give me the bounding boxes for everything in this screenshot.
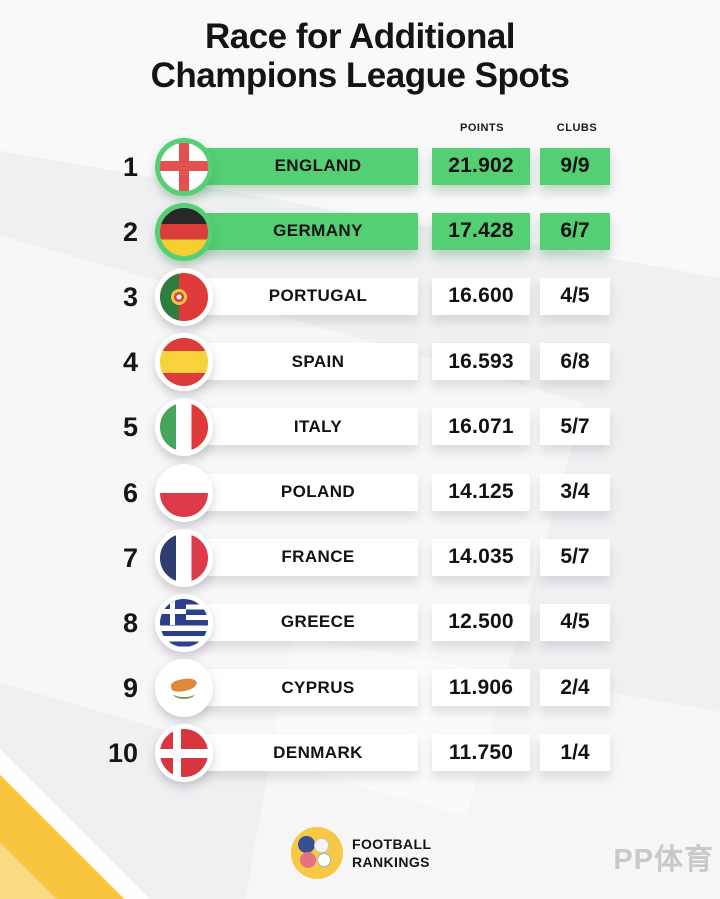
table-row: 1 ENGLAND 21.902 9/9 bbox=[0, 137, 720, 196]
rank-label: 1 bbox=[122, 151, 138, 182]
points-column-header: POINTS bbox=[460, 122, 504, 134]
country-flag-icon bbox=[155, 267, 213, 326]
points-value-box: 17.428 bbox=[432, 212, 530, 250]
table-row: 2 GERMANY 17.428 6/7 bbox=[0, 202, 720, 261]
table-row: 10 DENMARK 11.750 1/4 bbox=[0, 724, 720, 783]
clubs-value: 9/9 bbox=[560, 154, 590, 177]
country-label: POLAND bbox=[280, 482, 356, 501]
football-icon bbox=[298, 836, 315, 853]
logo-text-line1: FOOTBALL bbox=[352, 836, 432, 852]
points-value: 11.750 bbox=[448, 740, 514, 764]
clubs-value-box: 5/7 bbox=[540, 538, 610, 576]
football-icon bbox=[314, 838, 329, 853]
points-value: 16.600 bbox=[448, 284, 514, 308]
rank-label: 8 bbox=[122, 607, 138, 638]
clubs-value-box: 1/4 bbox=[540, 734, 610, 772]
rank-label: 10 bbox=[107, 738, 138, 769]
rank-label: 2 bbox=[122, 216, 138, 247]
points-value-box: 11.906 bbox=[432, 669, 530, 707]
country-flag-icon bbox=[155, 593, 213, 652]
clubs-value: 4/5 bbox=[560, 610, 590, 634]
points-value: 17.428 bbox=[448, 219, 514, 243]
rank-label: 7 bbox=[122, 542, 138, 573]
country-label: SPAIN bbox=[291, 351, 345, 371]
country-flag-icon bbox=[155, 333, 213, 392]
table-row: 6 POLAND 14.125 3/4 bbox=[0, 463, 720, 522]
logo-text-line2: RANKINGS bbox=[352, 854, 430, 870]
table-row: 9 CYPRUS 11.906 2/4 bbox=[0, 659, 720, 718]
points-value: 21.902 bbox=[448, 154, 514, 177]
country-flag-icon bbox=[155, 137, 213, 196]
points-value: 16.071 bbox=[448, 414, 514, 438]
points-value-box: 16.071 bbox=[432, 408, 530, 446]
rank-label: 4 bbox=[122, 347, 138, 378]
country-label: ENGLAND bbox=[274, 156, 362, 175]
points-value-box: 14.125 bbox=[432, 473, 530, 511]
clubs-value: 5/7 bbox=[560, 545, 590, 569]
football-icon bbox=[300, 852, 316, 868]
country-flag-icon bbox=[155, 659, 213, 718]
clubs-value: 3/4 bbox=[560, 480, 590, 503]
country-flag-icon bbox=[155, 724, 213, 783]
points-value-box: 11.750 bbox=[432, 734, 530, 772]
table-row: 8 GREECE 12.500 4/5 bbox=[0, 593, 720, 652]
country-flag-icon bbox=[155, 202, 213, 261]
points-value: 14.125 bbox=[448, 480, 514, 503]
football-rankings-logo-text: FOOTBALL RANKINGS bbox=[352, 835, 431, 871]
table-row: 5 ITALY 16.071 5/7 bbox=[0, 398, 720, 457]
country-label: FRANCE bbox=[281, 547, 355, 567]
clubs-value-box: 5/7 bbox=[540, 408, 610, 446]
clubs-value-box: 9/9 bbox=[540, 147, 610, 185]
country-label: CYPRUS bbox=[281, 677, 355, 697]
points-value: 14.035 bbox=[448, 545, 514, 569]
clubs-value: 2/4 bbox=[560, 675, 590, 699]
clubs-value: 4/5 bbox=[560, 284, 590, 308]
football-rankings-logo-icon bbox=[291, 827, 343, 879]
country-label: GREECE bbox=[280, 612, 356, 632]
clubs-value-box: 6/7 bbox=[540, 212, 610, 250]
points-value-box: 16.593 bbox=[432, 343, 530, 381]
rank-label: 9 bbox=[122, 673, 138, 704]
clubs-value: 1/4 bbox=[560, 740, 590, 764]
points-value-box: 12.500 bbox=[432, 603, 530, 641]
points-value: 11.906 bbox=[448, 675, 514, 699]
points-value: 16.593 bbox=[448, 349, 514, 373]
clubs-value: 6/7 bbox=[560, 219, 590, 243]
page-title: Race for Additional Champions League Spo… bbox=[150, 17, 570, 95]
clubs-value-box: 4/5 bbox=[540, 603, 610, 641]
clubs-value: 6/8 bbox=[560, 349, 590, 373]
country-label: GERMANY bbox=[273, 221, 363, 241]
points-value: 12.500 bbox=[448, 610, 514, 634]
clubs-column-header: CLUBS bbox=[556, 122, 598, 134]
table-row: 4 SPAIN 16.593 6/8 bbox=[0, 333, 720, 392]
rank-label: 3 bbox=[122, 281, 138, 312]
football-icon bbox=[317, 853, 331, 867]
country-flag-icon bbox=[155, 463, 213, 522]
pp-sports-watermark: PP体育 bbox=[613, 844, 714, 876]
table-row: 7 FRANCE 14.035 5/7 bbox=[0, 528, 720, 587]
country-label: PORTUGAL bbox=[268, 286, 368, 306]
country-label: ITALY bbox=[293, 416, 343, 436]
country-label: DENMARK bbox=[273, 742, 363, 762]
points-value-box: 21.902 bbox=[432, 147, 530, 185]
country-flag-icon bbox=[155, 398, 213, 457]
table-row: 3 PORTUGAL 16.600 4/5 bbox=[0, 267, 720, 326]
clubs-value-box: 6/8 bbox=[540, 343, 610, 381]
points-value-box: 14.035 bbox=[432, 538, 530, 576]
clubs-value: 5/7 bbox=[560, 414, 590, 438]
clubs-value-box: 3/4 bbox=[540, 473, 610, 511]
points-value-box: 16.600 bbox=[432, 277, 530, 315]
rank-label: 6 bbox=[122, 477, 138, 508]
clubs-value-box: 4/5 bbox=[540, 277, 610, 315]
clubs-value-box: 2/4 bbox=[540, 669, 610, 707]
country-flag-icon bbox=[155, 528, 213, 587]
rank-label: 5 bbox=[122, 412, 138, 443]
